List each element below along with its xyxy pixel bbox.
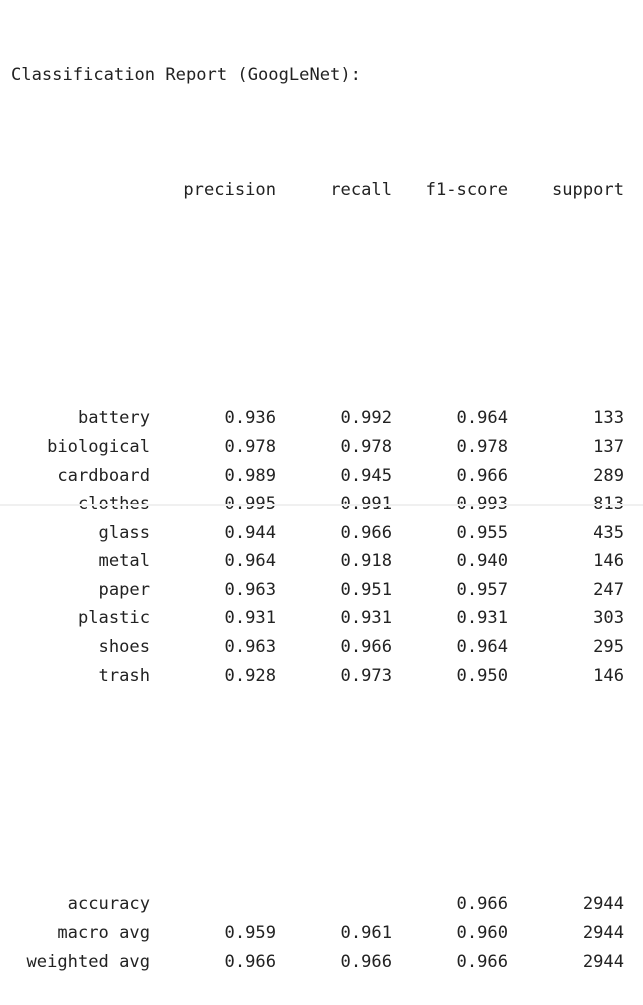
precision-value: 0.959 [224, 923, 276, 943]
recall-value: 0.918 [340, 551, 392, 572]
table-row: battery 0.936 0.992 0.964 133 [11, 404, 624, 433]
precision-value: 0.978 [224, 436, 276, 457]
support-value: 289 [593, 465, 624, 486]
f1-score-value: 0.950 [456, 665, 508, 686]
table-row: cardboard 0.989 0.945 0.966 289 [11, 462, 624, 491]
row-label: plastic [77, 608, 150, 629]
precision-value: 0.936 [224, 408, 276, 429]
support-value: 2944 [582, 894, 624, 915]
precision-value: 0.944 [224, 522, 276, 543]
header-precision: precision [183, 179, 276, 200]
recall-value: 0.951 [340, 579, 392, 600]
support-value: 303 [593, 608, 624, 629]
spacer-line [11, 290, 624, 319]
precision-value: 0.931 [224, 608, 276, 629]
support-value: 247 [593, 579, 624, 600]
table-row: glass 0.944 0.966 0.955 435 [11, 519, 624, 548]
row-label: trash [98, 665, 150, 686]
summary-row: weighted avg 0.966 0.966 0.966 2944 [11, 948, 625, 977]
support-value: 146 [593, 551, 624, 572]
header-f1-score: f1-score [425, 179, 508, 200]
recall-value: 0.945 [340, 465, 392, 486]
recall-value: 0.978 [340, 436, 392, 457]
report-title: Classification Report (GoogLeNet): [11, 65, 361, 86]
header-recall: recall [330, 179, 392, 200]
recall-value: 0.931 [340, 608, 392, 629]
precision-value: 0.928 [224, 665, 276, 686]
recall-value: 0.966 [340, 637, 392, 658]
row-label: glass [98, 522, 150, 543]
divider [0, 504, 643, 506]
recall-value: 0.966 [340, 522, 392, 543]
f1-score-value: 0.955 [456, 522, 508, 543]
precision-value: 0.964 [224, 551, 276, 572]
f1-score-value: 0.978 [456, 436, 508, 457]
support-value: 133 [593, 408, 624, 429]
f1-score-value: 0.931 [456, 608, 508, 629]
f1-score-value: 0.957 [456, 579, 508, 600]
precision-value: 0.963 [224, 637, 276, 658]
f1-score-value: 0.966 [456, 465, 508, 486]
table-row: metal 0.964 0.918 0.940 146 [11, 547, 624, 576]
table-row: biological 0.978 0.978 0.978 137 [11, 433, 624, 462]
summary-row: macro avg 0.959 0.961 0.960 2944 [11, 919, 624, 948]
table-row: plastic 0.931 0.931 0.931 303 [11, 604, 624, 633]
row-label: battery [77, 408, 150, 429]
summary-rows: accuracy 0.966 2944 macro avg 0.959 0.961 0.96… [11, 890, 625, 977]
precision-value [150, 890, 276, 919]
row-label: macro avg [57, 923, 150, 943]
row-label: cardboard [57, 465, 150, 486]
f1-score-value: 0.964 [456, 637, 508, 658]
support-value: 295 [593, 637, 624, 658]
table-row: shoes 0.963 0.966 0.964 295 [11, 633, 624, 662]
support-value: 137 [593, 436, 624, 457]
recall-value [276, 890, 392, 919]
table-row: paper 0.963 0.951 0.957 247 [11, 576, 624, 605]
f1-score-value: 0.960 [456, 923, 508, 943]
row-label: accuracy [67, 894, 150, 915]
table-row: trash 0.928 0.973 0.950 146 [11, 662, 624, 691]
recall-value: 0.992 [340, 408, 392, 429]
header-support: support [551, 179, 624, 200]
header-spacer [11, 176, 150, 205]
row-label: biological [47, 436, 150, 457]
f1-score-value: 0.966 [456, 951, 508, 972]
summary-row: accuracy 0.966 2944 [11, 890, 624, 919]
spacer-line [11, 776, 624, 805]
row-label: weighted avg [26, 951, 151, 972]
f1-score-value: 0.966 [456, 894, 508, 915]
f1-score-value: 0.940 [456, 551, 508, 572]
header-row: precision recall f1-score support [11, 176, 624, 205]
support-value: 2944 [582, 923, 624, 943]
precision-value: 0.966 [224, 951, 276, 972]
row-label: shoes [98, 637, 150, 658]
recall-value: 0.961 [340, 923, 392, 943]
support-value: 435 [593, 522, 624, 543]
precision-value: 0.963 [224, 579, 276, 600]
f1-score-value: 0.964 [456, 408, 508, 429]
class-rows: battery 0.936 0.992 0.964 133 biological 0.978… [11, 404, 624, 690]
support-value: 2944 [582, 951, 624, 972]
precision-value: 0.989 [224, 465, 276, 486]
support-value: 146 [593, 665, 624, 686]
row-label: paper [98, 579, 150, 600]
row-label: metal [98, 551, 150, 572]
recall-value: 0.973 [340, 665, 392, 686]
recall-value: 0.966 [340, 951, 392, 972]
